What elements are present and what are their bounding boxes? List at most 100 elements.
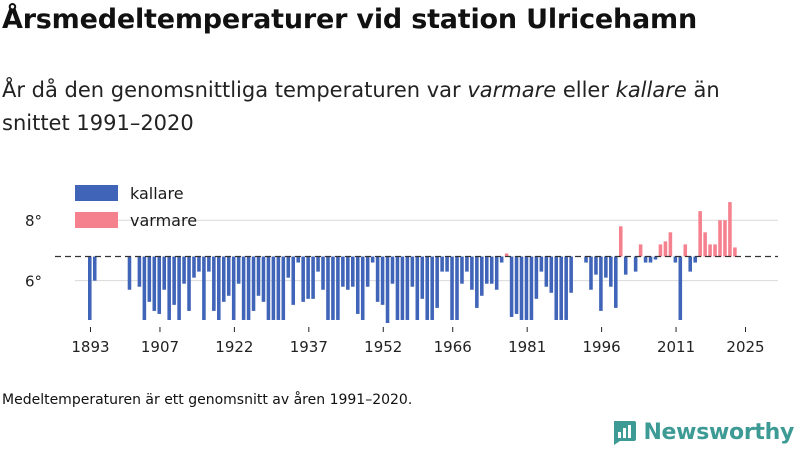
bar-1988 [559,256,563,320]
bar-2021 [723,220,727,257]
bar-1964 [440,256,444,272]
bar-1943 [336,256,340,320]
bar-1998 [609,256,613,287]
bar-series [88,202,737,323]
bar-1932 [281,256,286,320]
subtitle-text-post: än snittet 1991–2020 [2,78,720,135]
bar-1995 [594,256,598,275]
brand-logo: Newsworthy [611,419,794,445]
bar-1958 [410,256,415,287]
legend: kallare varmare [75,184,197,230]
bar-1973 [484,256,489,284]
bar-2014 [688,256,693,272]
x-tick-label: 1907 [141,338,179,356]
bar-2020 [718,220,722,257]
bar-1997 [604,256,608,278]
bar-1957 [405,256,410,320]
bar-1905 [147,256,152,302]
bar-1918 [212,256,216,311]
bar-1987 [554,256,559,320]
x-tick-label: 1922 [215,338,253,356]
bar-2005 [643,256,648,263]
bar-1893 [88,256,92,320]
bar-2012 [678,256,683,320]
axis-labels: 6° 8° 1893 1907 1922 1937 1952 1966 1981 1996 2011… [25,212,765,356]
bar-1949 [365,256,370,287]
bar-1934 [291,256,296,305]
bar-1938 [311,256,315,299]
bar-2018 [708,244,712,257]
legend-swatch-kallare [75,185,118,201]
bar-1996 [599,256,603,311]
bar-1928 [261,256,266,302]
chart-title: Årsmedeltemperaturer vid station Ulriceh… [2,4,697,35]
bar-2009 [663,241,668,257]
bar-1982 [529,256,534,320]
bar-1908 [162,256,166,290]
bar-1923 [236,256,241,284]
bar-1927 [256,256,261,296]
bar-1929 [266,256,271,320]
bar-1894 [92,256,97,281]
bar-1968 [460,256,464,284]
bar-1969 [465,256,469,272]
bar-1976 [499,256,504,263]
bar-2004 [638,244,643,257]
bar-1940 [321,256,325,290]
subtitle-text-pre: År då den genomsnittliga temperaturen va… [2,78,468,102]
temperature-bar-chart: 6° 8° 1893 1907 1922 1937 1952 1966 1981 1996 2011… [25,184,778,356]
bar-1984 [539,256,544,272]
bar-1936 [301,256,305,302]
bar-1990 [569,256,573,293]
bar-1975 [494,256,499,290]
bar-2013 [683,244,688,257]
subtitle-text-mid: eller [556,78,616,102]
bar-1925 [246,256,251,320]
bar-1983 [534,256,539,299]
bar-1962 [430,256,434,320]
y-tick-label: 6° [25,273,42,291]
bar-1924 [241,256,246,320]
bar-1985 [544,256,549,287]
bar-1971 [475,256,479,308]
bar-1952 [380,256,385,305]
bar-1916 [202,256,206,320]
bar-2008 [658,244,663,257]
bar-2019 [713,244,717,257]
bar-2007 [653,256,658,260]
legend-label-kallare: kallare [130,184,184,203]
x-tick-label: 2011 [657,338,695,356]
bar-1974 [489,256,494,284]
bar-1906 [152,256,157,311]
legend-label-varmare: varmare [130,211,197,230]
bar-1955 [395,256,400,320]
bar-1986 [549,256,554,293]
bar-1950 [370,256,375,263]
bar-1937 [306,256,310,299]
y-tick-label: 8° [25,212,42,230]
bar-1993 [584,256,588,263]
bar-1970 [470,256,474,290]
bar-1972 [480,256,484,296]
bar-1945 [346,256,350,290]
bar-1909 [167,256,171,320]
bar-2022 [728,202,732,257]
bar-2003 [633,256,638,272]
bar-2016 [698,211,702,257]
bar-1903 [137,256,142,287]
bar-1979 [514,256,519,314]
bar-1956 [400,256,405,320]
bar-2017 [703,232,707,257]
bar-1994 [589,256,593,290]
bar-1904 [142,256,147,320]
bar-1980 [519,256,524,320]
bar-1913 [187,256,191,311]
bar-1912 [182,256,186,284]
bar-2023 [733,247,737,257]
bar-1960 [420,256,425,299]
x-tick-label: 1937 [290,338,328,356]
bar-1942 [331,256,335,320]
brand-name: Newsworthy [643,419,794,445]
bar-1954 [390,256,395,284]
bar-1951 [375,256,380,302]
